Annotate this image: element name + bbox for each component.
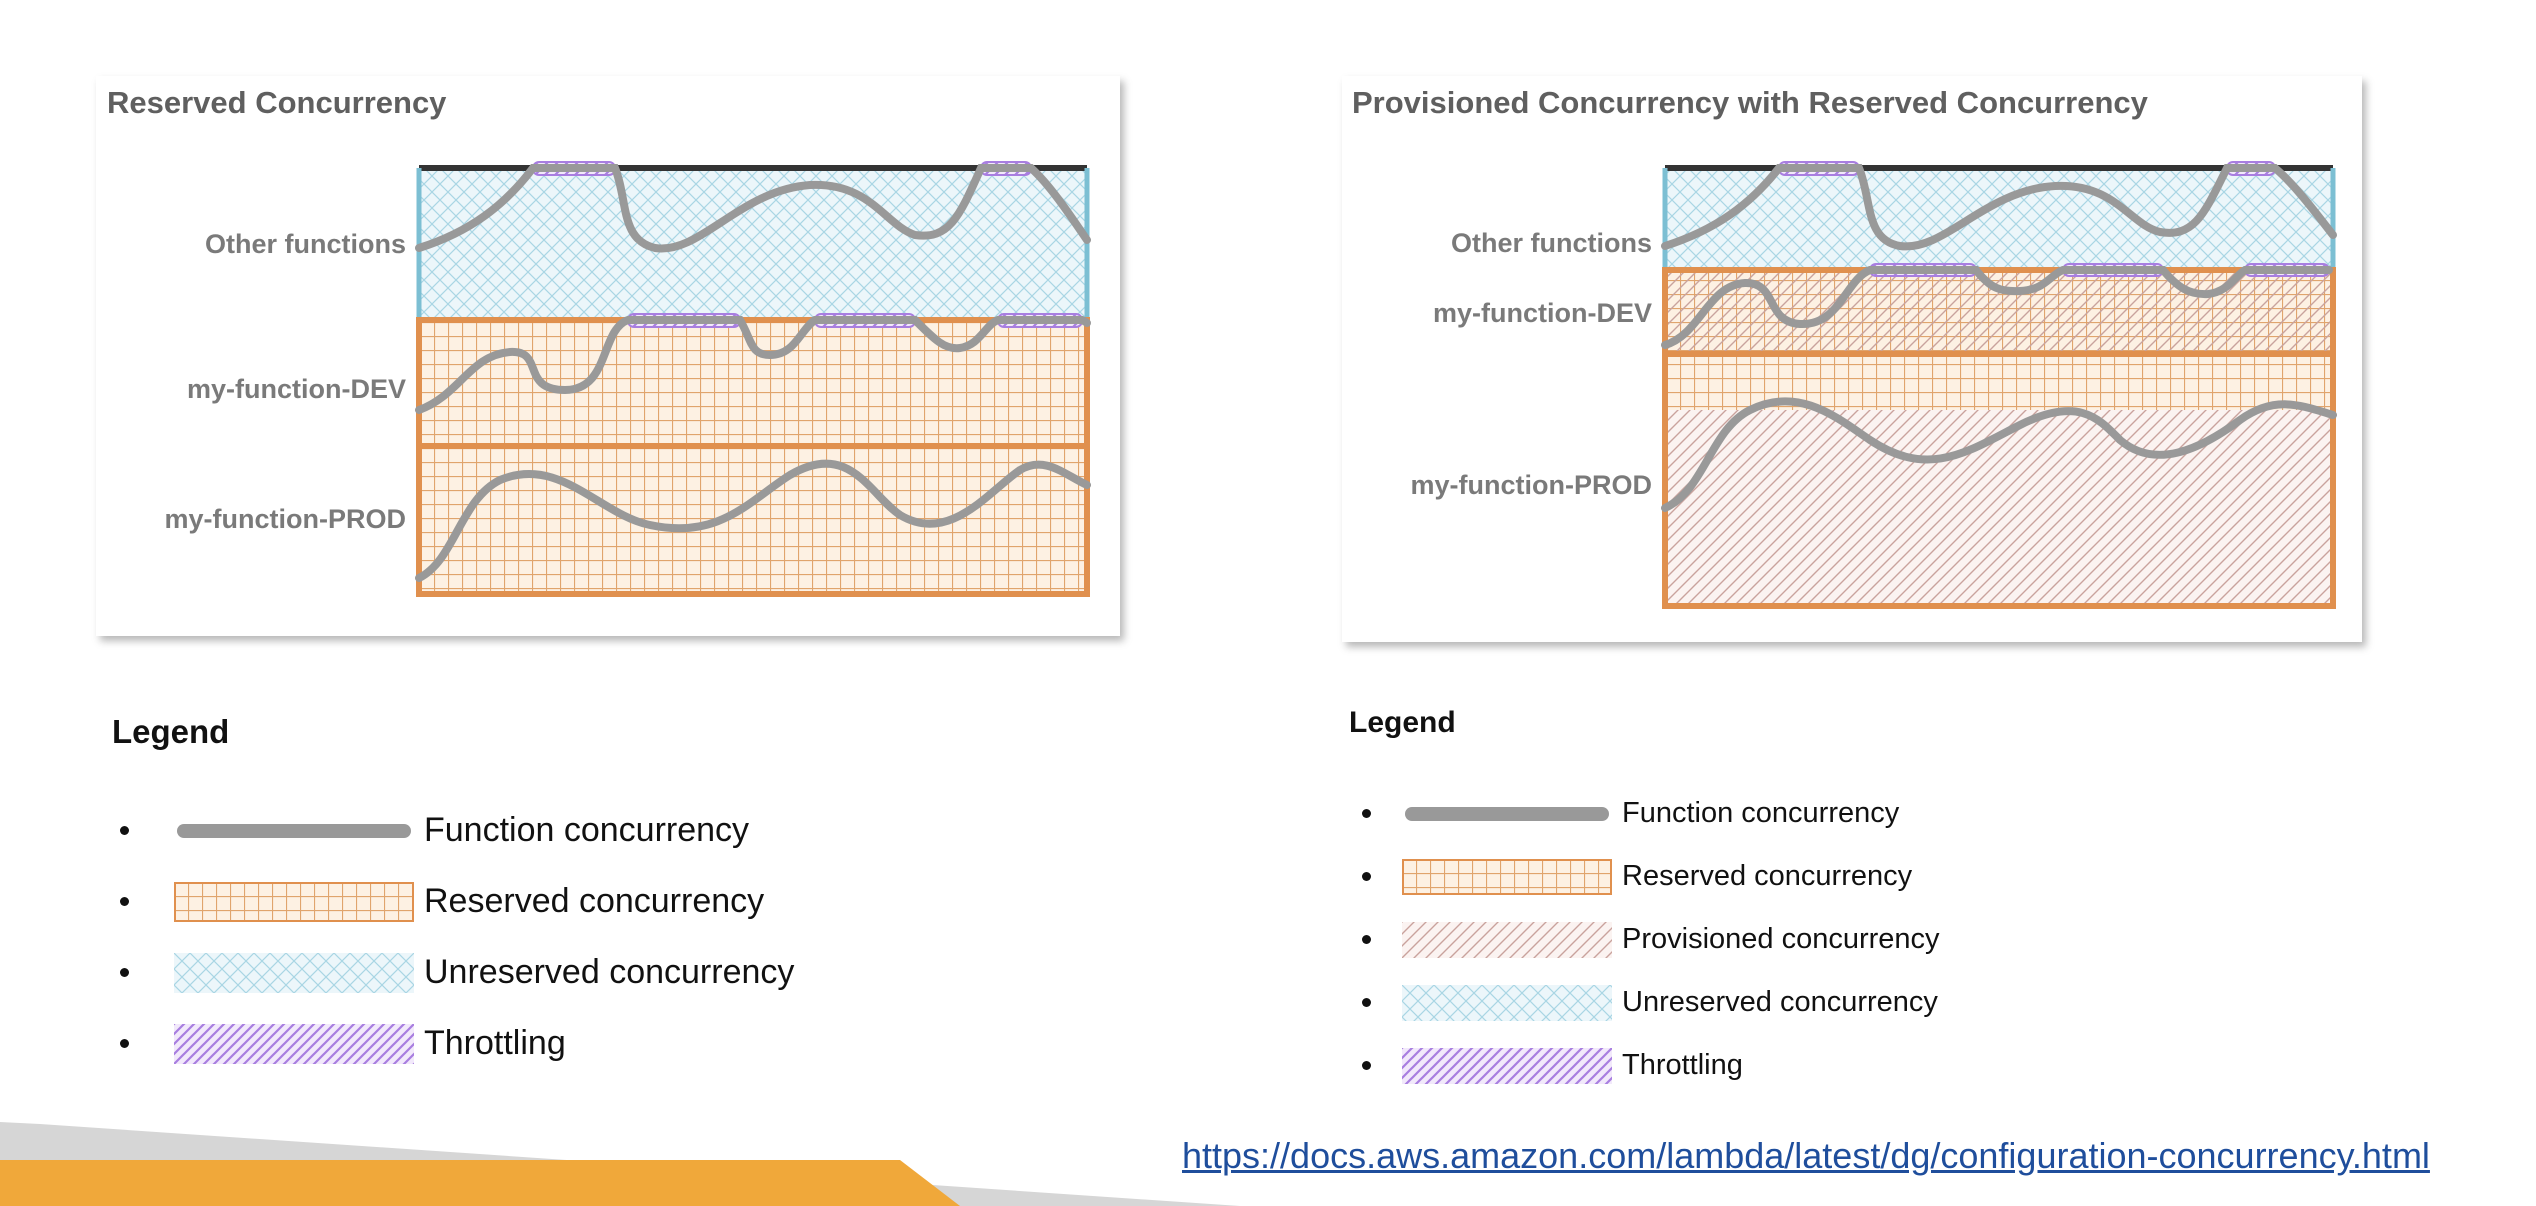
provisioned-concurrency-panel: Provisioned Concurrency with Reserved Co… bbox=[1342, 76, 2362, 642]
legend-item: Unreserved concurrency bbox=[1362, 971, 1940, 1034]
legend-item: Reserved concurrency bbox=[120, 866, 794, 937]
function-concurrency-line bbox=[1661, 397, 2337, 512]
throttling-swatch-icon bbox=[1402, 1047, 1612, 1084]
function-concurrency-line bbox=[1661, 164, 2337, 251]
prod-provisioned-zone bbox=[1665, 410, 2333, 606]
bullet-icon bbox=[1362, 998, 1371, 1007]
function-concurrency-line bbox=[415, 316, 1091, 414]
legend-item: Reserved concurrency bbox=[1362, 845, 1940, 908]
legend-label: Function concurrency bbox=[424, 811, 750, 849]
footer-band-orange bbox=[0, 1160, 960, 1206]
function-concurrency-line bbox=[415, 164, 1091, 253]
bullet-icon bbox=[120, 826, 129, 835]
bullet-icon bbox=[1362, 809, 1371, 818]
legend-label: Unreserved concurrency bbox=[424, 953, 795, 991]
legend-label: Reserved concurrency bbox=[1622, 860, 1913, 892]
function-swatch-icon bbox=[177, 823, 411, 838]
row-label: my-function-PROD bbox=[1411, 470, 1652, 500]
unreserved-zone bbox=[419, 168, 1087, 317]
bullet-icon bbox=[120, 897, 129, 906]
legend-list-left: Function concurrency Reserved concurrency… bbox=[120, 795, 794, 1079]
function-concurrency-line bbox=[415, 459, 1091, 582]
bullet-icon bbox=[120, 968, 129, 977]
unreserved-swatch-icon bbox=[1402, 984, 1612, 1021]
legend-label: Throttling bbox=[424, 1024, 566, 1062]
provisioned-swatch-icon bbox=[1402, 921, 1612, 958]
row-label: my-function-DEV bbox=[1433, 298, 1652, 328]
reserved-swatch-icon bbox=[174, 881, 414, 922]
prod-reserved-zone bbox=[419, 446, 1087, 594]
panel-title: Provisioned Concurrency with Reserved Co… bbox=[1352, 85, 2149, 120]
legend-label: Unreserved concurrency bbox=[1622, 986, 1938, 1018]
legend-item: Throttling bbox=[120, 1008, 794, 1079]
legend-item: Function concurrency bbox=[1362, 782, 1940, 845]
throttling-swatch-icon bbox=[174, 1023, 414, 1064]
function-concurrency-line bbox=[1661, 266, 2333, 349]
legend-label: Provisioned concurrency bbox=[1622, 923, 1940, 955]
bullet-icon bbox=[120, 1039, 129, 1048]
bullet-icon bbox=[1362, 872, 1371, 881]
reserved-border bbox=[1662, 267, 2336, 609]
reserved-swatch-icon bbox=[1402, 858, 1612, 895]
row-label: my-function-DEV bbox=[187, 374, 406, 404]
row-label: my-function-PROD bbox=[165, 504, 406, 534]
reserved-concurrency-panel: Reserved Concurrency Other functions my-… bbox=[96, 76, 1120, 636]
legend-item: Function concurrency bbox=[120, 795, 794, 866]
legend-title: Legend bbox=[1349, 706, 1456, 739]
unreserved-swatch-icon bbox=[174, 952, 414, 993]
legend-item: Unreserved concurrency bbox=[120, 937, 794, 1008]
legend-item: Provisioned concurrency bbox=[1362, 908, 1940, 971]
function-swatch-icon bbox=[1405, 806, 1609, 821]
bullet-icon bbox=[1362, 1061, 1371, 1070]
panel-title: Reserved Concurrency bbox=[107, 85, 447, 120]
row-label: Other functions bbox=[1451, 228, 1652, 258]
reserved-border bbox=[416, 317, 1090, 597]
documentation-link[interactable]: https://docs.aws.amazon.com/lambda/lates… bbox=[1182, 1135, 2430, 1176]
legend-item: Throttling bbox=[1362, 1034, 1940, 1097]
legend-list-right: Function concurrency Reserved concurrency… bbox=[1362, 782, 1940, 1097]
row-label: Other functions bbox=[205, 229, 406, 259]
legend-label: Function concurrency bbox=[1622, 797, 1900, 829]
bullet-icon bbox=[1362, 935, 1371, 944]
legend-label: Throttling bbox=[1622, 1049, 1743, 1081]
legend-title: Legend bbox=[112, 713, 230, 750]
legend-label: Reserved concurrency bbox=[424, 882, 765, 920]
